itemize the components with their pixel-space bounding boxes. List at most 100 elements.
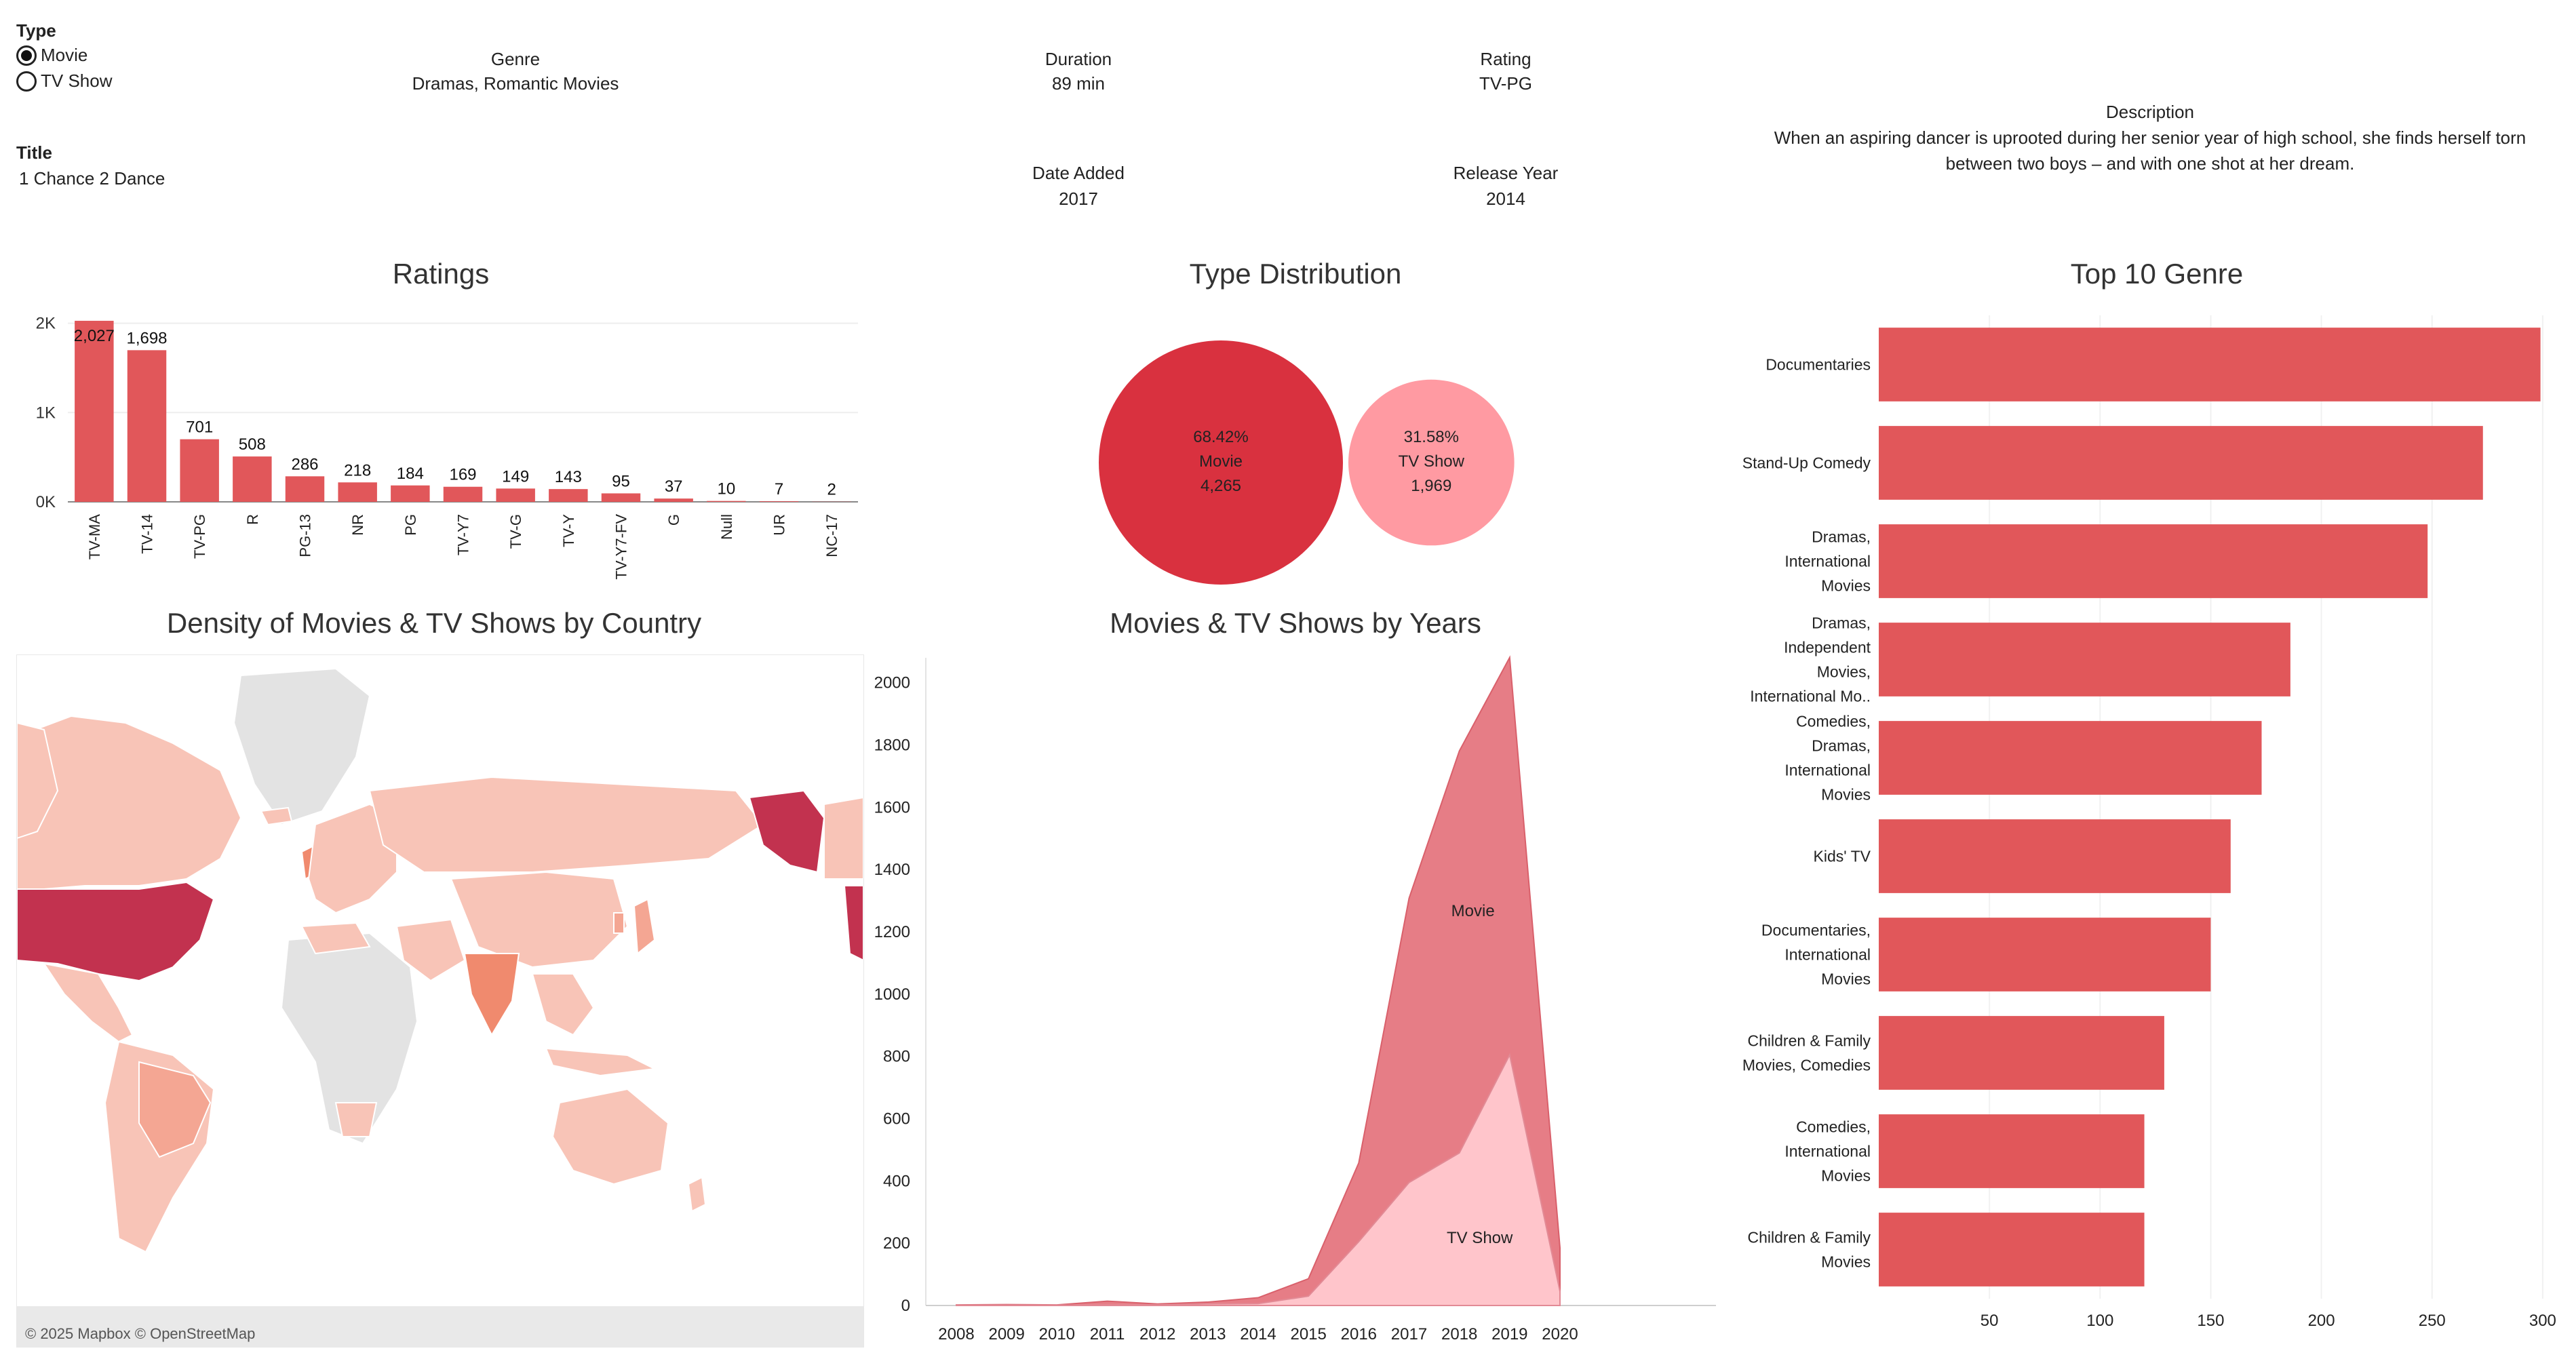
x-tick-label: Null (718, 514, 735, 540)
map-region-india (463, 953, 520, 1037)
bubble-Movie (1099, 340, 1343, 585)
genre-label: Movies (1821, 577, 1871, 595)
x-tick-label: 100 (2086, 1312, 2113, 1330)
y-tick-label: 1400 (874, 861, 910, 879)
type-option-movie[interactable]: Movie (16, 45, 87, 66)
genre-label: Documentaries, (1761, 922, 1871, 939)
genre-label: Comedies, (1796, 713, 1871, 730)
map-region-korea (613, 912, 625, 934)
duration-label: Duration (1045, 49, 1112, 69)
data-label: 149 (502, 467, 529, 486)
x-tick-label: 2012 (1139, 1325, 1175, 1343)
data-label: 2 (827, 481, 836, 499)
x-tick-label: NC-17 (823, 514, 840, 557)
data-label: 1,698 (126, 329, 167, 347)
data-label: 508 (239, 435, 266, 454)
map-region-south-africa (334, 1102, 378, 1137)
world-map[interactable] (17, 655, 863, 1347)
type-filter-label: Type (16, 20, 56, 41)
map-region-alaska-left (17, 722, 59, 840)
data-label: 95 (612, 472, 630, 490)
release-year-value: 2014 (1486, 189, 1525, 209)
bubble-name: TV Show (1399, 452, 1465, 471)
bar-TV-G (496, 488, 535, 502)
genre-bar (1879, 524, 2428, 598)
x-tick-label: PG (402, 514, 419, 536)
y-tick-label: 0K (36, 493, 56, 511)
genre-label: Dramas, (1812, 528, 1871, 546)
data-label: 169 (449, 466, 476, 484)
country-density-map[interactable]: © 2025 Mapbox © OpenStreetMap (16, 654, 864, 1348)
genre-bar (1879, 918, 2211, 991)
genre-label: Comedies, (1796, 1118, 1871, 1136)
area-tvshow (956, 1053, 1561, 1306)
genre-bar (1879, 1114, 2145, 1188)
description-label: Description (2105, 102, 2195, 122)
bar-TV-Y7 (443, 486, 483, 502)
y-tick-label: 600 (883, 1110, 910, 1128)
type-option-movie-label: Movie (41, 45, 88, 65)
genre-bar (1879, 328, 2541, 401)
data-label: 10 (717, 480, 735, 498)
map-attribution[interactable]: © 2025 Mapbox © OpenStreetMap (25, 1325, 256, 1342)
rating-value: TV-PG (1479, 73, 1532, 94)
genre-label: International (1784, 762, 1871, 779)
genre-label: International (1784, 553, 1871, 570)
y-tick-label: 1K (36, 404, 56, 422)
x-tick-label: 200 (2308, 1312, 2335, 1330)
map-region-alaska-right (748, 789, 825, 873)
genre-label: International (1784, 946, 1871, 964)
radio-selected-icon[interactable] (16, 45, 37, 66)
genre-label: Children & Family (1748, 1229, 1871, 1246)
genre-label: Kids' TV (1814, 848, 1871, 865)
x-tick-label: 2015 (1290, 1325, 1326, 1343)
top-genre-title: Top 10 Genre (2070, 258, 2244, 290)
genre-label: Movies (1821, 1167, 1871, 1185)
map-region-usa (17, 881, 215, 982)
x-tick-label: 2020 (1542, 1325, 1578, 1343)
y-tick-label: 2000 (874, 674, 910, 692)
genre-label: Movies (1821, 1253, 1871, 1271)
type-option-tvshow[interactable]: TV Show (16, 71, 113, 92)
genre-label: Movies, Comedies (1742, 1057, 1871, 1074)
data-label: 143 (555, 468, 582, 486)
x-tick-label: R (244, 514, 261, 525)
x-tick-label: 250 (2419, 1312, 2446, 1330)
x-tick-label: NR (349, 514, 366, 536)
x-tick-label: 2010 (1039, 1325, 1075, 1343)
x-tick-label: TV-G (507, 514, 524, 549)
x-tick-label: 2018 (1441, 1325, 1477, 1343)
data-label: 218 (344, 461, 371, 479)
ratings-title: Ratings (392, 258, 490, 290)
map-region-russia (368, 776, 764, 873)
genre-label: Dramas, (1812, 737, 1871, 755)
date-added-label: Date Added (1032, 163, 1125, 183)
x-tick-label: TV-Y7 (455, 514, 472, 555)
x-tick-label: PG-13 (297, 514, 314, 557)
bar-TV-Y7-FV (601, 493, 641, 502)
map-region-africa (280, 932, 418, 1145)
map-region-usa-right (843, 885, 863, 962)
map-region-north-africa (300, 922, 371, 955)
duration-value: 89 min (1051, 73, 1106, 94)
genre-bar (1879, 1213, 2145, 1287)
genre-bar (1879, 623, 2290, 696)
genre-value: Dramas, Romantic Movies (412, 73, 619, 94)
ratings-chart: 0K 1K 2K 2,027 TV-MA 1,698 TV-14 701 TV-PG 508 R 28… (36, 315, 858, 580)
x-tick-label: UR (771, 514, 788, 536)
bar-PG-13 (285, 476, 325, 502)
bubble-count: 4,265 (1201, 477, 1241, 495)
map-region-indonesia (545, 1047, 657, 1077)
bar-NR (338, 482, 377, 502)
x-tick-label: TV-Y (560, 514, 577, 547)
map-region-canada-right (823, 796, 863, 880)
genre-label: Movies (1821, 970, 1871, 988)
radio-unselected-icon[interactable] (16, 71, 37, 92)
bubble-percent: 68.42% (1193, 428, 1248, 446)
bubble-name: Movie (1199, 452, 1243, 471)
title-filter-value[interactable]: 1 Chance 2 Dance (19, 168, 165, 189)
genre-label: International (1784, 1143, 1871, 1160)
map-region-new-zealand (687, 1176, 707, 1213)
map-region-brazil (138, 1061, 212, 1158)
x-tick-label: 150 (2197, 1312, 2224, 1330)
